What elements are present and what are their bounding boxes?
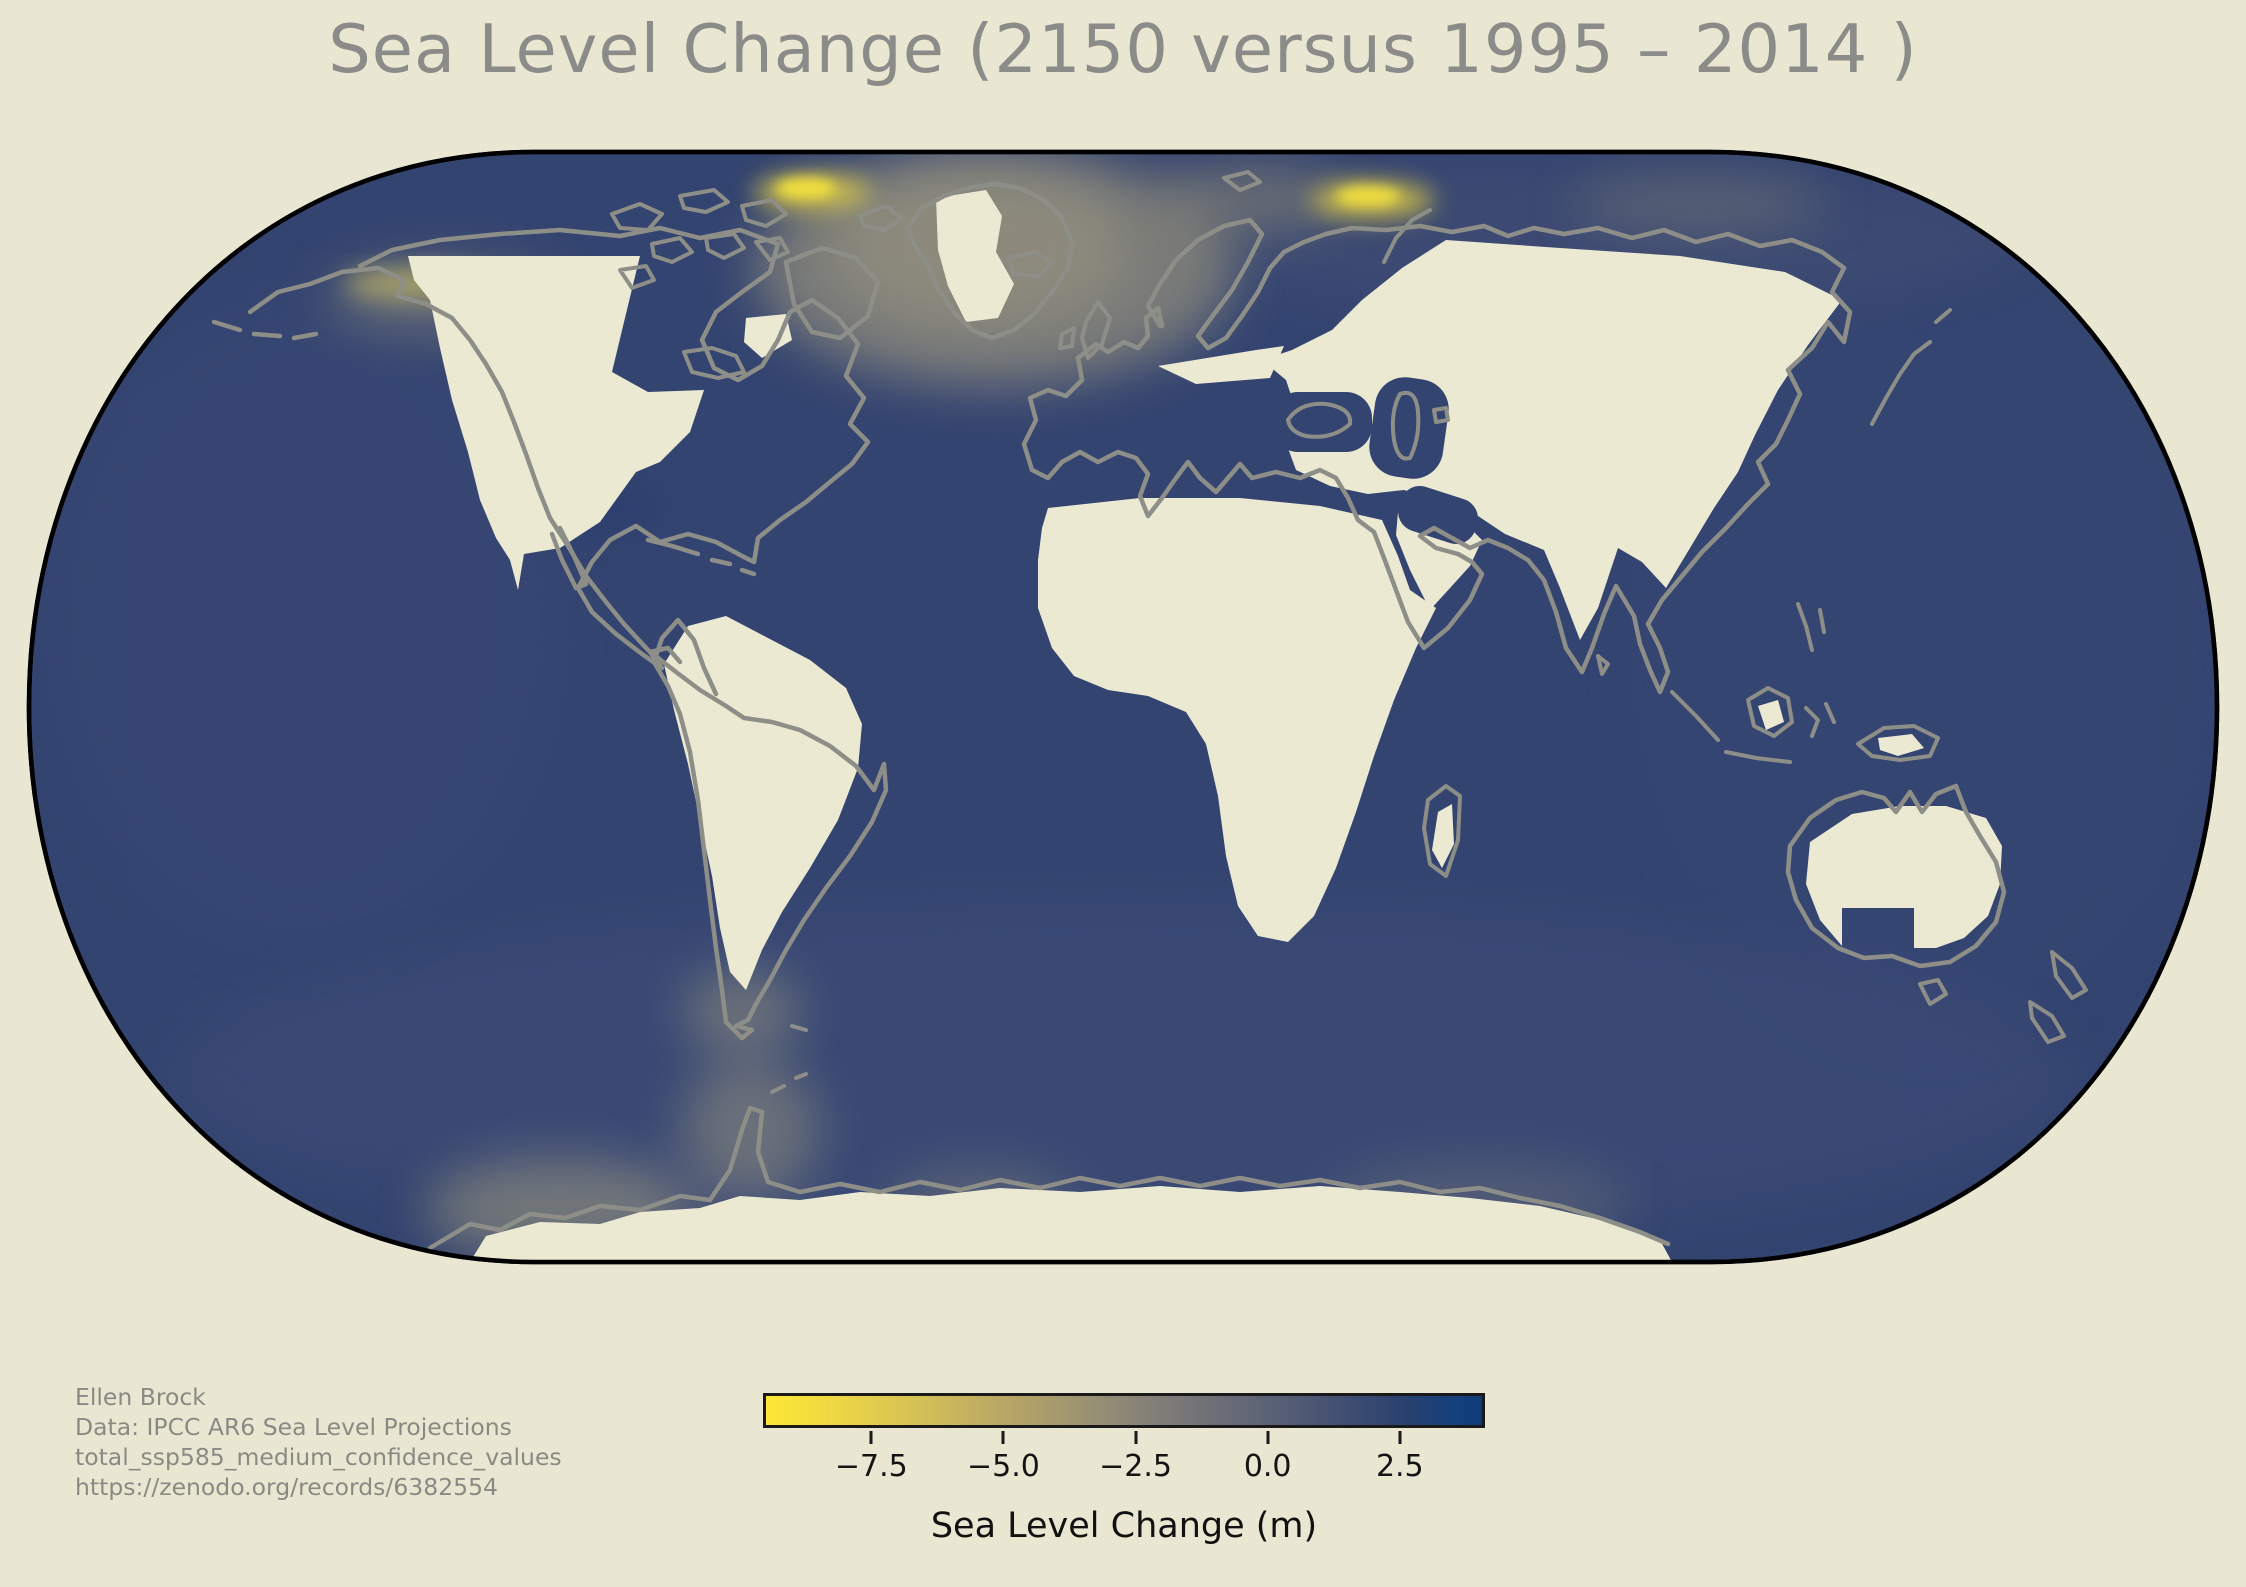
persian-gulf-cell <box>1398 485 1478 545</box>
coast-antarctic-islands <box>770 1072 808 1094</box>
colorbar-tick <box>1134 1431 1138 1444</box>
land-madagascar-core <box>1432 804 1454 868</box>
coast-falklands <box>790 1024 808 1032</box>
coast-cuba <box>645 537 701 557</box>
coast-north-america <box>247 265 747 721</box>
coast-caspian-sea <box>1390 390 1421 461</box>
coast-baffin-island <box>783 245 881 341</box>
coast-hudson-greatlakes <box>682 346 746 380</box>
land-antarctica <box>470 1186 1672 1262</box>
land-asia <box>1262 240 1842 640</box>
coast-madagascar <box>1422 784 1462 878</box>
page-title: Sea Level Change (2150 versus 1995 – 201… <box>328 10 1918 88</box>
coast-sumatra-java <box>1670 690 1792 764</box>
coast-black-sea <box>1286 401 1353 439</box>
coast-hispaniola <box>709 557 757 577</box>
coast-antarctica <box>427 1105 1671 1251</box>
coast-borneo <box>1746 686 1794 738</box>
coast-new-guinea <box>1856 724 1940 762</box>
land-europe-sliver <box>1158 346 1284 384</box>
coast-britain <box>1058 300 1112 360</box>
land-new-guinea-core <box>1878 734 1924 756</box>
colorbar-tick-label: −5.0 <box>966 1449 1040 1484</box>
land-quebec <box>744 314 792 358</box>
attribution-source: Data: IPCC AR6 Sea Level Projections <box>75 1413 512 1441</box>
coast-greenland <box>905 181 1075 341</box>
coast-aleutians <box>211 319 319 341</box>
coast-australia <box>1785 783 2007 969</box>
colorbar-tick-label: −7.5 <box>834 1449 908 1484</box>
coast-arctic-islands <box>610 188 904 290</box>
attribution-block: Ellen Brock Data: IPCC AR6 Sea Level Pro… <box>75 1382 562 1502</box>
land-australia <box>1806 806 2002 948</box>
attribution-dataset: total_ssp585_medium_confidence_values <box>75 1443 562 1471</box>
land-south-america <box>664 616 862 990</box>
colorbar-tick <box>1001 1431 1005 1444</box>
colorbar-block: −7.5 −5.0 −2.5 0.0 2.5 Sea Level Change … <box>763 1393 1485 1546</box>
land-north-america <box>408 256 704 590</box>
colorbar-tick-label: 0.0 <box>1243 1449 1292 1484</box>
colorbar-tick <box>1266 1431 1270 1444</box>
ocean-shading <box>40 160 2217 1250</box>
coast-eurasia <box>1021 217 1853 695</box>
land-borneo-core <box>1758 700 1784 730</box>
coast-iceland <box>1006 250 1054 278</box>
coast-tasmania <box>1918 978 1948 1006</box>
land-greenland-core <box>936 190 1014 322</box>
colorbar-tick-label: 2.5 <box>1375 1449 1424 1484</box>
coast-philippines <box>1796 602 1826 652</box>
colorbar-axis-label: Sea Level Change (m) <box>930 1506 1318 1546</box>
land-africa <box>1038 498 1436 942</box>
coast-sri-lanka <box>1596 654 1610 676</box>
coast-arctic-canada <box>357 225 871 671</box>
landmasses <box>408 190 2002 1262</box>
attribution-author: Ellen Brock <box>75 1383 206 1411</box>
coast-south-america <box>651 617 889 1041</box>
coast-aral <box>1432 406 1450 424</box>
caspian-sea-cell <box>1369 377 1449 479</box>
coastlines <box>211 170 2088 1251</box>
colorbar-gradient <box>763 1393 1485 1428</box>
attribution-url: https://zenodo.org/records/6382554 <box>75 1473 498 1501</box>
colorbar-tick-label: −2.5 <box>1099 1449 1172 1484</box>
coast-new-zealand <box>2028 950 2088 1044</box>
coast-japan <box>1870 308 1952 426</box>
map-outline <box>26 149 2220 1265</box>
coast-sulawesi <box>1804 702 1836 738</box>
colorbar-tick <box>869 1431 873 1444</box>
colorbar-tick <box>1398 1431 1402 1444</box>
black-sea-cell <box>1272 392 1372 452</box>
coast-svalbard <box>1222 170 1262 192</box>
